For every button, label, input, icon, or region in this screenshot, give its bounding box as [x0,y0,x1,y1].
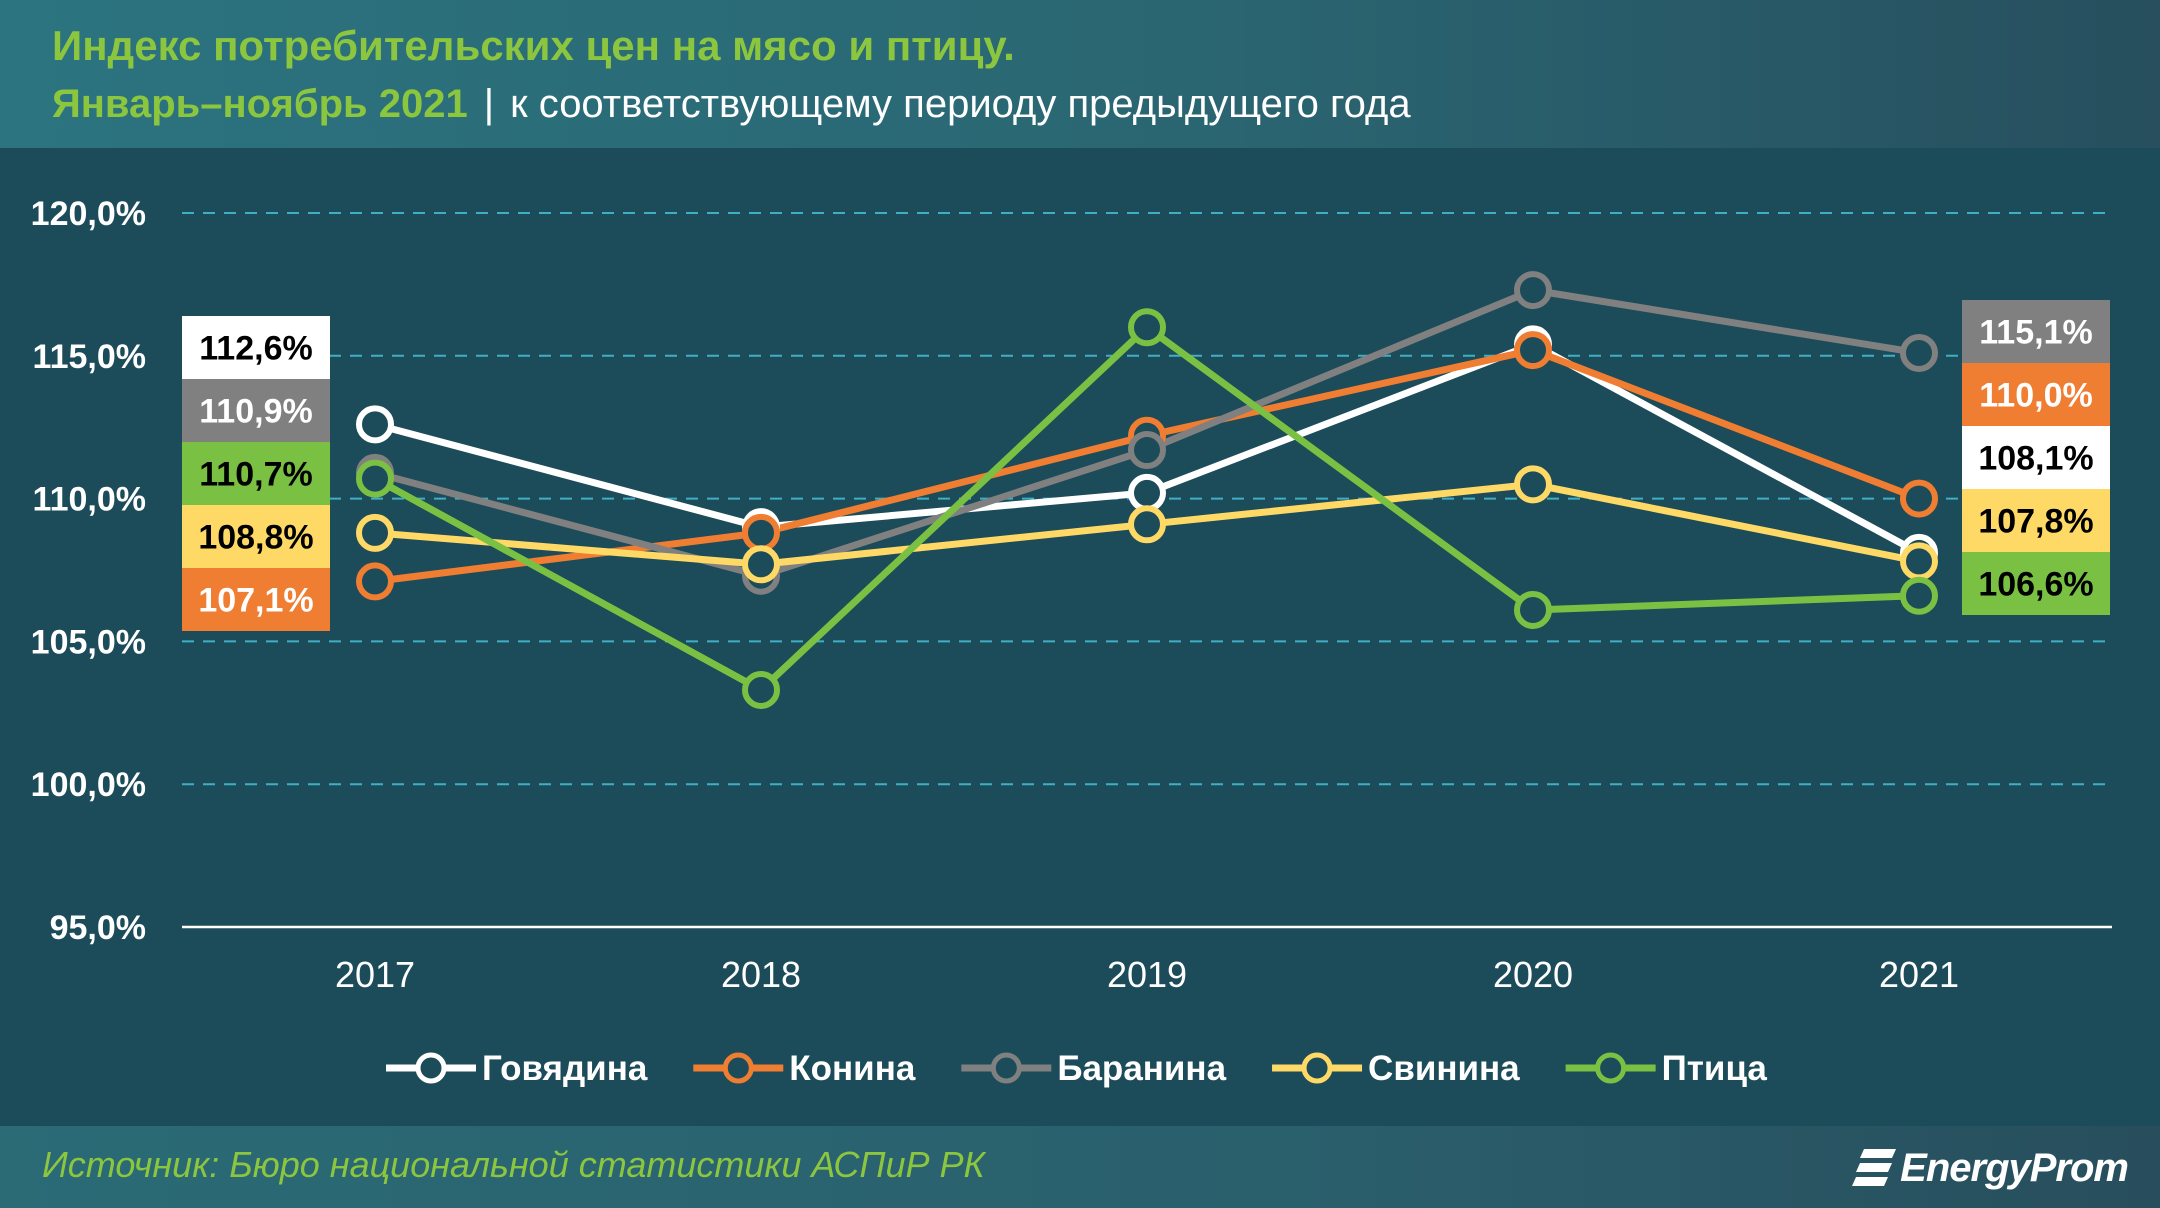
data-point [1900,479,1938,518]
data-point [1128,473,1166,512]
value-label: 107,8% [1978,503,2093,541]
value-label-box [1962,363,2110,426]
data-point [1900,542,1938,581]
plot-area: 95,0% 100,0% 105,0% 110,0% 115,0% 120,0% 2017 2… [0,148,2160,1126]
data-point [742,513,780,552]
y-tick-label: 105,0% [31,623,146,661]
value-label: 112,6% [199,330,312,368]
value-label: 110,7% [199,456,312,494]
y-tick-label: 95,0% [50,909,146,947]
value-label-box [182,505,330,568]
data-point [1900,333,1938,372]
value-label-box [1962,426,2110,489]
legend-label: Свинина [1368,1049,1520,1088]
data-point [1128,431,1166,470]
data-point [1514,271,1552,310]
x-tick-label: 2017 [335,954,415,995]
legend-marker [415,1052,447,1084]
data-point [1514,331,1552,370]
subtitle-separator: | [483,82,495,126]
data-point [356,562,394,601]
value-label-box [182,442,330,505]
legend-label: Птица [1662,1049,1768,1088]
x-tick-label: 2020 [1493,954,1573,995]
data-point [1128,505,1166,544]
line-chart: 95,0% 100,0% 105,0% 110,0% 115,0% 120,0% 2017 2… [31,195,2112,1088]
data-point [1128,308,1166,347]
value-label: 110,0% [1979,377,2092,415]
x-tick-label: 2021 [1879,954,1959,995]
data-point [356,459,394,498]
subtitle-description: к соответствующему периоду предыдущего г… [510,82,1411,126]
subtitle-period: Январь–ноябрь 2021 [52,82,468,126]
value-label-box [1962,489,2110,552]
y-tick-label: 100,0% [31,766,146,804]
value-label: 107,1% [198,582,313,620]
y-tick-label: 120,0% [31,195,146,233]
value-label: 106,6% [1978,566,2093,604]
value-label: 115,1% [1979,314,2092,352]
data-point [1514,465,1552,504]
value-label-box [182,379,330,442]
footer: Источник: Бюро национальной статистики А… [0,1126,2160,1208]
data-point [742,545,780,584]
value-label-box [182,568,330,631]
data-point [1514,590,1552,629]
source-note: Источник: Бюро национальной статистики А… [42,1144,985,1185]
data-point [1900,576,1938,615]
y-tick-label: 115,0% [33,338,146,376]
brand-name: EnergyProm [1900,1145,2129,1190]
brand-logo: EnergyProm [1850,1140,2129,1196]
value-label-box [1962,552,2110,615]
value-label: 108,8% [198,519,313,557]
legend-marker [990,1052,1022,1084]
value-label-box [182,316,330,379]
x-tick-label: 2019 [1107,954,1187,995]
legend-label: Конина [789,1049,916,1088]
header: Индекс потребительских цен на мясо и пти… [0,0,2160,148]
data-point [742,670,780,709]
legend-label: Баранина [1057,1049,1226,1088]
x-tick-label: 2018 [721,954,801,995]
y-tick-label: 110,0% [33,481,146,519]
data-point [356,513,394,552]
value-label-box [1962,300,2110,363]
legend-label: Говядина [482,1049,648,1088]
energyprom-logo-icon [1852,1149,1897,1186]
legend-marker [722,1052,754,1084]
legend-marker [1595,1052,1627,1084]
chart-title: Индекс потребительских цен на мясо и пти… [52,22,1015,69]
legend-marker [1301,1052,1333,1084]
value-label: 108,1% [1978,440,2093,478]
value-label: 110,9% [199,393,312,431]
data-point [356,405,394,444]
chart-subtitle: Январь–ноябрь 2021 | к соответствующему пе… [52,82,1411,127]
